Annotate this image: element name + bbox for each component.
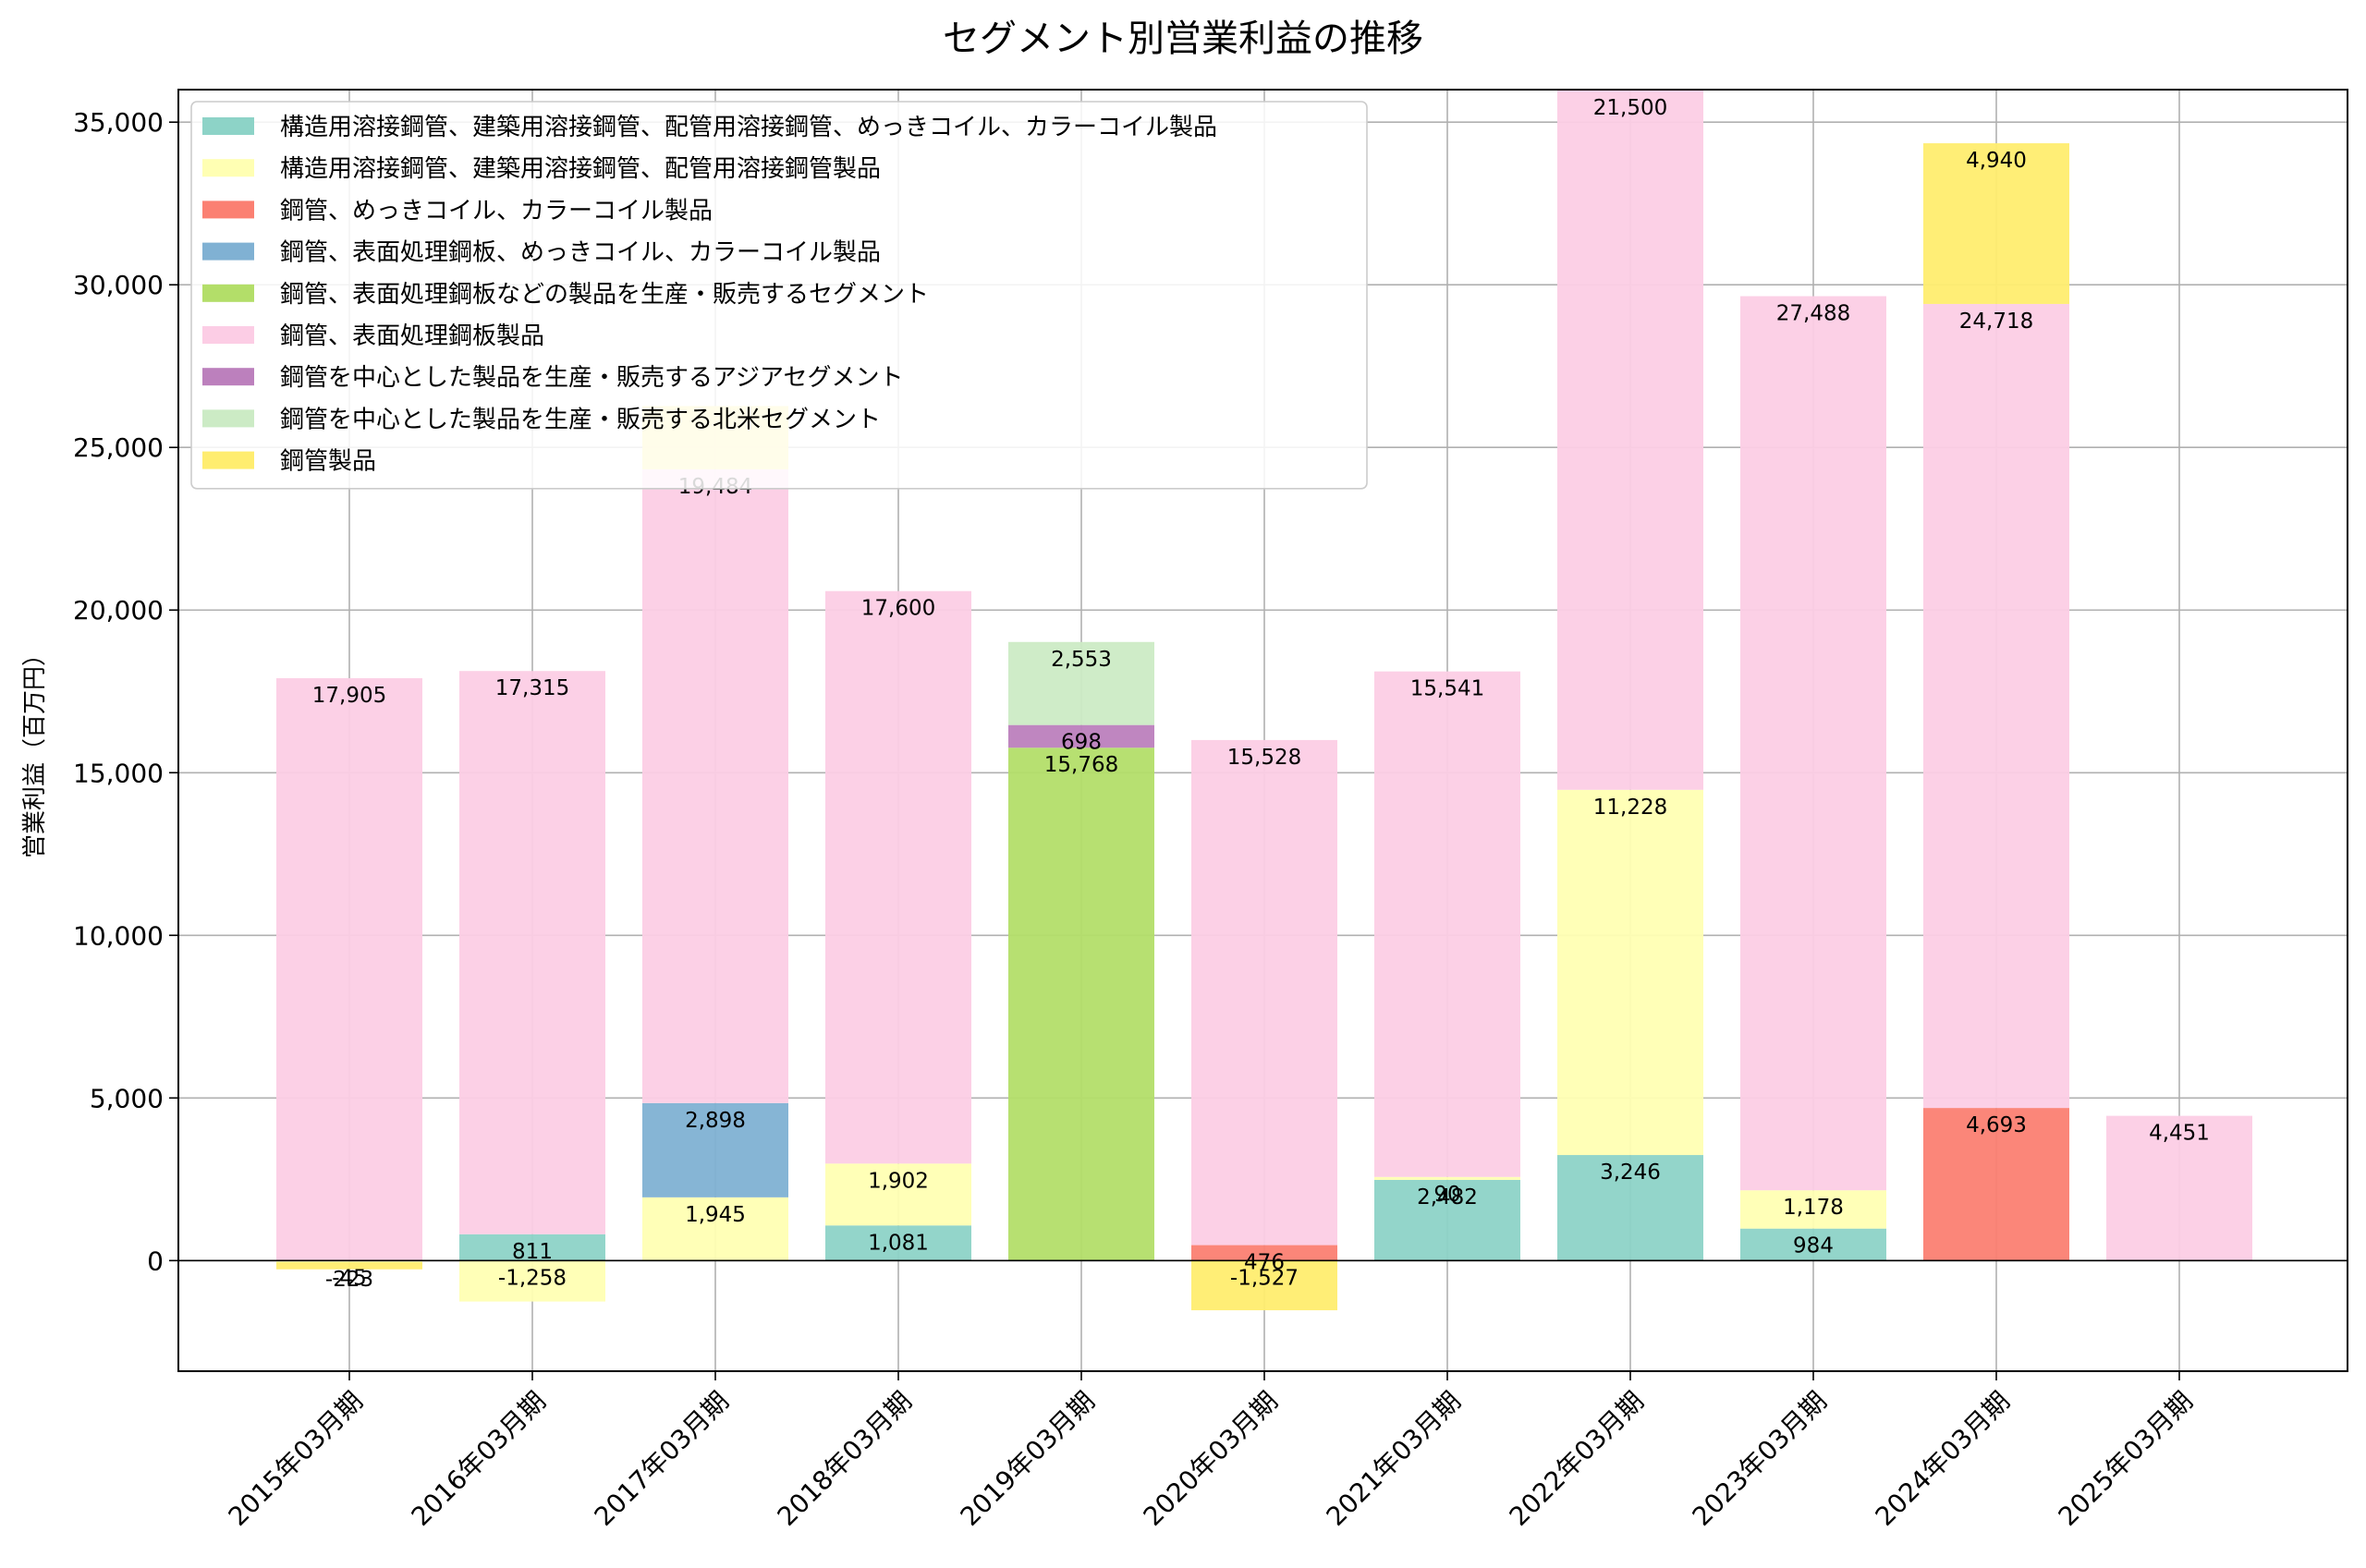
bars [276, 90, 2252, 1311]
bar-segment [1740, 1190, 1886, 1229]
bar-data-label: 90 [1433, 1183, 1460, 1207]
legend: 構造用溶接鋼管、建築用溶接鋼管、配管用溶接鋼管、めっきコイル、カラーコイル製品構… [190, 101, 1368, 490]
bar-data-label: 4,693 [1966, 1113, 2027, 1137]
legend-swatch [202, 326, 254, 344]
legend-label: 鋼管製品 [280, 448, 376, 476]
bar-data-label: 24,718 [1959, 310, 2033, 334]
bar-data-label: 11,228 [1593, 796, 1667, 820]
bar-segment [1008, 748, 1154, 1261]
bar-segment [1191, 739, 1337, 1246]
chart-title: セグメント別営業利益の推移 [943, 18, 1423, 60]
legend-swatch [202, 368, 254, 386]
bar-data-label: 984 [1793, 1234, 1834, 1258]
plot-frame [177, 89, 2348, 1372]
bar-data-label: 15,528 [1227, 746, 1301, 770]
bar-data-label: 476 [1244, 1251, 1285, 1275]
legend-swatch [202, 201, 254, 219]
bar-segment [459, 1234, 605, 1261]
bar-data-label: 27,488 [1776, 302, 1850, 326]
legend-label: 鋼管を中心とした製品を生産・販売するアジアセグメント [280, 364, 903, 392]
bar-segment [276, 677, 422, 1261]
legend-swatch [202, 117, 254, 135]
bar-data-label: 21,500 [1593, 96, 1667, 120]
legend-swatch [202, 284, 254, 302]
bar-data-label: 17,600 [861, 597, 935, 621]
bar-segment [825, 590, 971, 1164]
bar-segment [1740, 1228, 1886, 1261]
y-tick-label: 10,000 [73, 920, 164, 951]
bar-segment [1191, 1245, 1337, 1261]
y-tick-label: 20,000 [73, 595, 164, 626]
bar-segment [825, 1225, 971, 1261]
bar-data-label: -1,527 [1230, 1266, 1299, 1290]
bar-data-label: 4,940 [1966, 149, 2027, 173]
bar-segment [642, 1197, 788, 1261]
bar-segment [276, 1261, 422, 1270]
bar-data-label: -223 [325, 1268, 373, 1292]
bar-segment [825, 1163, 971, 1226]
bar-segment [642, 468, 788, 1103]
bar-segment [1923, 1108, 2069, 1261]
bar-data-label: 4,451 [2149, 1122, 2210, 1146]
bar-segment [642, 1102, 788, 1197]
bar-segment [459, 1260, 605, 1302]
bar-segment [1374, 1176, 1520, 1180]
legend-label: 鋼管、表面処理鋼板、めっきコイル、カラーコイル製品 [280, 239, 881, 267]
bar-segment [1557, 789, 1703, 1156]
bar-segment [1191, 1260, 1337, 1311]
bar-data-label: 17,905 [312, 684, 386, 708]
y-tick-label: 0 [147, 1246, 164, 1276]
bar-data-label: 698 [1061, 731, 1102, 755]
legend-label: 鋼管、めっきコイル、カラーコイル製品 [280, 197, 713, 225]
bar-segment [1374, 671, 1520, 1177]
bar-segment [1008, 641, 1154, 725]
legend-label: 鋼管、表面処理鋼板製品 [280, 322, 544, 350]
legend-swatch [202, 451, 254, 469]
bar-data-label: 1,178 [1783, 1196, 1844, 1220]
bar-data-label: 811 [512, 1240, 553, 1264]
bar-segment [459, 671, 605, 1234]
bar-data-label: 2,898 [685, 1109, 746, 1133]
bar-segment [1557, 1155, 1703, 1261]
bar-data-label: 1,945 [685, 1203, 746, 1227]
legend-box [190, 101, 1368, 490]
y-tick-label: 35,000 [73, 107, 164, 138]
bar-data-label: 3,246 [1600, 1161, 1661, 1185]
legend-swatch [202, 159, 254, 177]
y-tick-label: 5,000 [90, 1083, 164, 1113]
bar-segment [1923, 143, 2069, 304]
bar-data-labels: 811 1,081 2,482 3,246 984 -45 -1,258 1,945 1,902… [312, 96, 2210, 1292]
y-tick-label: 15,000 [73, 758, 164, 788]
y-axis-label: 営業利益（百万円） [21, 642, 49, 858]
legend-label: 構造用溶接鋼管、建築用溶接鋼管、配管用溶接鋼管、めっきコイル、カラーコイル製品 [280, 114, 1217, 141]
bar-data-label: -1,258 [498, 1266, 567, 1290]
legend-swatch [202, 409, 254, 428]
bar-segment [1740, 296, 1886, 1191]
legend-swatch [202, 242, 254, 261]
bar-data-label: 15,768 [1044, 753, 1118, 777]
bar-segment [1374, 1179, 1520, 1261]
bar-data-label: 17,315 [495, 676, 569, 700]
bar-data-label: -45 [332, 1266, 367, 1290]
bar-data-label: 2,482 [1417, 1185, 1478, 1209]
bar-segment [1008, 724, 1154, 748]
bar-data-label: 1,081 [868, 1231, 929, 1255]
legend-label: 鋼管、表面処理鋼板などの製品を生産・販売するセグメント [280, 281, 929, 309]
bar-segment [1557, 90, 1703, 790]
bar-segment [1923, 303, 2069, 1109]
bar-segment [2106, 1115, 2252, 1261]
bar-data-label: 2,553 [1051, 648, 1112, 672]
bar-data-label: 1,902 [868, 1169, 929, 1193]
legend-label: 鋼管を中心とした製品を生産・販売する北米セグメント [280, 406, 881, 433]
y-tick-label: 25,000 [73, 432, 164, 463]
y-tick-label: 30,000 [73, 270, 164, 300]
bar-data-label: 15,541 [1410, 677, 1484, 701]
legend-label: 構造用溶接鋼管、建築用溶接鋼管、配管用溶接鋼管製品 [280, 155, 881, 183]
